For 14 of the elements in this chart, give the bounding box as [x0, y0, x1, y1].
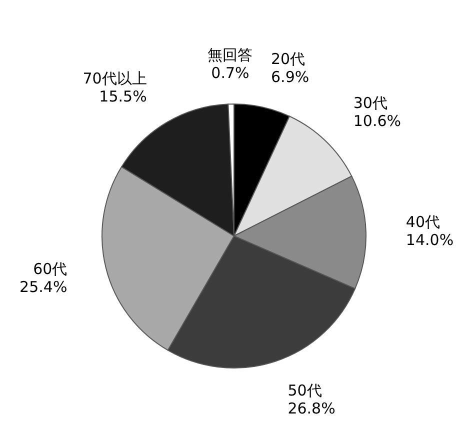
data-label: 0.7%: [211, 64, 250, 82]
data-label: 26.8%: [288, 399, 336, 418]
data-label: 14.0%: [406, 230, 454, 249]
slice-label: 20代: [271, 50, 306, 68]
slice-label: 無回答: [208, 46, 253, 64]
slice-label: 60代: [33, 260, 68, 278]
slice-label: 30代: [353, 94, 388, 112]
data-label: 6.9%: [271, 68, 310, 86]
data-label: 25.4%: [20, 278, 68, 296]
slice-label: 50代: [288, 381, 322, 400]
slice-label: 40代: [406, 212, 440, 231]
data-label: 15.5%: [99, 88, 147, 106]
data-label: 10.6%: [353, 112, 402, 130]
slice-label: 70代以上: [82, 70, 147, 88]
